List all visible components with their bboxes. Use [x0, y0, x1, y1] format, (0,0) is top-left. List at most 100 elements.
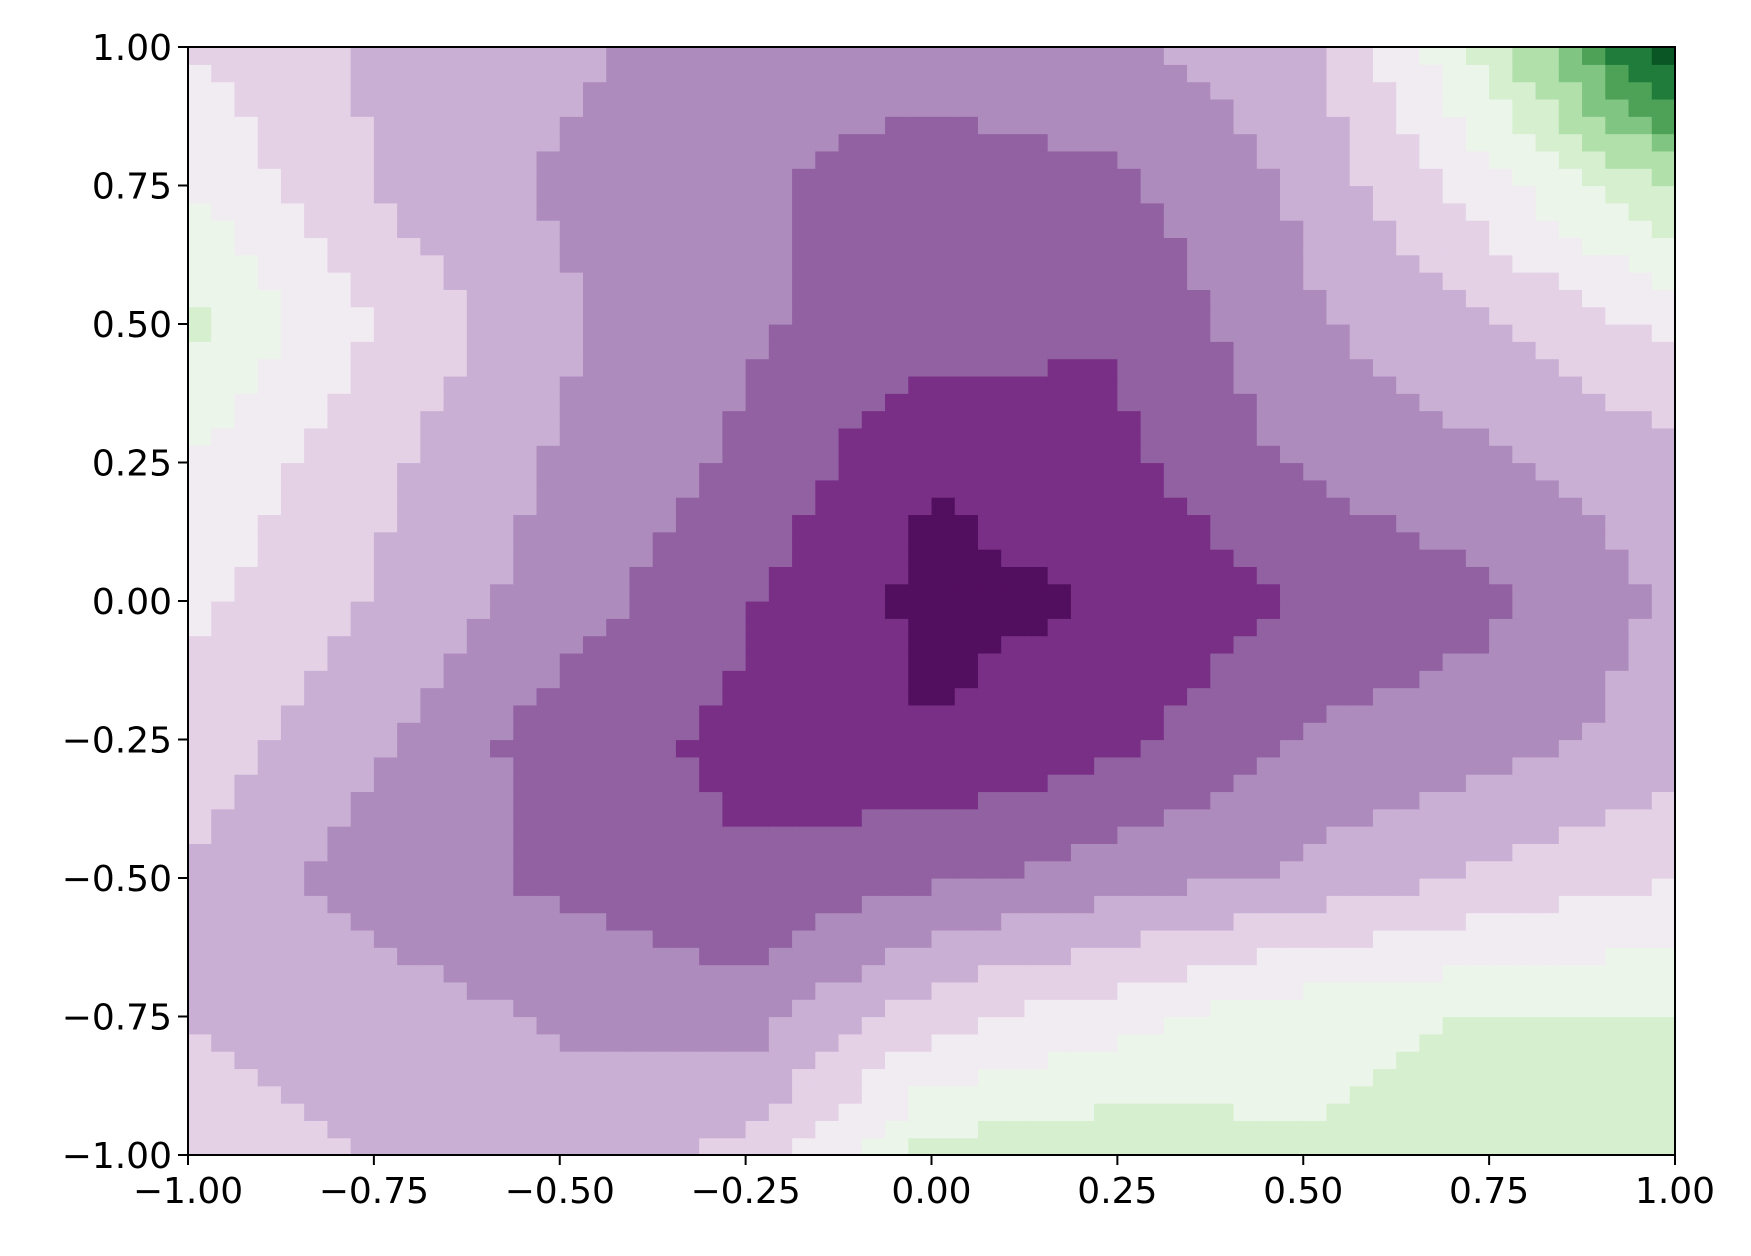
contour-cell — [1465, 1120, 1490, 1139]
contour-cell — [420, 722, 445, 741]
contour-cell — [420, 133, 445, 152]
contour-cell — [1605, 791, 1630, 810]
contour-cell — [1024, 843, 1049, 862]
contour-cell — [792, 704, 816, 723]
contour-cell — [1535, 393, 1560, 412]
contour-cell — [1442, 1103, 1467, 1121]
contour-cell — [211, 98, 236, 117]
contour-cell — [1349, 652, 1374, 671]
contour-cell — [373, 999, 398, 1018]
contour-cell — [1396, 64, 1421, 83]
contour-cell — [768, 895, 793, 914]
contour-cell — [1140, 254, 1165, 273]
contour-cell — [327, 185, 352, 204]
contour-cell — [513, 1103, 538, 1121]
contour-cell — [513, 1137, 538, 1156]
contour-cell — [675, 704, 700, 723]
contour-cell — [977, 791, 1002, 810]
contour-cell — [1326, 358, 1351, 377]
contour-cell — [1210, 670, 1235, 689]
contour-cell — [768, 514, 793, 533]
contour-cell — [582, 999, 607, 1018]
contour-cell — [1558, 531, 1583, 550]
contour-cell — [629, 635, 654, 654]
contour-cell — [280, 306, 305, 325]
contour-cell — [1442, 808, 1467, 827]
contour-cell — [1512, 237, 1537, 256]
contour-cell — [327, 566, 352, 585]
contour-cell — [211, 237, 236, 256]
contour-cell — [1512, 1103, 1537, 1121]
contour-cell — [1187, 150, 1211, 169]
contour-cell — [908, 289, 933, 308]
contour-cell — [1651, 566, 1676, 585]
contour-cell — [606, 549, 631, 567]
contour-cell — [1256, 929, 1281, 948]
contour-cell — [699, 601, 723, 619]
contour-cell — [815, 566, 840, 585]
contour-cell — [234, 98, 259, 117]
contour-cell — [466, 791, 491, 810]
contour-cell — [1187, 929, 1211, 948]
contour-cell — [1070, 1033, 1095, 1052]
contour-cell — [1419, 843, 1444, 862]
contour-cell — [1628, 549, 1653, 567]
contour-cell — [1628, 756, 1653, 775]
contour-cell — [188, 670, 212, 689]
contour-cell — [257, 999, 282, 1018]
contour-cell — [257, 895, 282, 914]
contour-cell — [420, 1033, 445, 1052]
contour-cell — [1187, 826, 1211, 844]
contour-cell — [908, 306, 933, 325]
contour-cell — [211, 168, 236, 187]
contour-cell — [1094, 670, 1118, 689]
contour-cell — [1582, 1103, 1606, 1121]
contour-cell — [1094, 999, 1118, 1018]
contour-cell — [466, 220, 491, 239]
contour-cell — [582, 670, 607, 689]
contour-cell — [675, 81, 700, 100]
contour-cell — [977, 704, 1002, 723]
contour-cell — [304, 601, 328, 619]
contour-cell — [1372, 531, 1397, 550]
contour-cell — [745, 808, 770, 827]
contour-cell — [1280, 220, 1304, 239]
contour-cell — [466, 393, 491, 412]
contour-cell — [606, 237, 631, 256]
contour-cell — [815, 739, 840, 758]
contour-cell — [1303, 341, 1328, 360]
contour-cell — [443, 514, 468, 533]
contour-cell — [257, 670, 282, 689]
contour-cell — [1303, 999, 1328, 1018]
contour-cell — [1465, 341, 1490, 360]
contour-cell — [1326, 947, 1351, 966]
contour-cell — [1163, 999, 1188, 1018]
contour-cell — [1233, 860, 1258, 879]
contour-cell — [954, 999, 979, 1018]
contour-cell — [373, 635, 398, 654]
contour-cell — [1396, 722, 1421, 741]
contour-cell — [420, 358, 445, 377]
contour-cell — [582, 531, 607, 550]
contour-cell — [838, 618, 863, 637]
contour-cell — [1651, 445, 1676, 464]
contour-cell — [1233, 462, 1258, 481]
contour-cell — [1349, 912, 1374, 931]
contour-cell — [1326, 220, 1351, 239]
contour-cell — [1001, 272, 1026, 290]
contour-cell — [1233, 64, 1258, 83]
contour-cell — [513, 479, 538, 498]
contour-cell — [420, 999, 445, 1018]
contour-cell — [1163, 462, 1188, 481]
contour-cell — [234, 81, 259, 100]
contour-cell — [1582, 358, 1606, 377]
contour-cell — [815, 531, 840, 550]
contour-cell — [629, 375, 654, 394]
contour-cell — [420, 635, 445, 654]
contour-cell — [513, 635, 538, 654]
contour-cell — [652, 133, 677, 152]
contour-cell — [188, 687, 212, 706]
contour-cell — [1047, 1085, 1072, 1104]
contour-cell — [1651, 601, 1676, 619]
contour-cell — [768, 462, 793, 481]
